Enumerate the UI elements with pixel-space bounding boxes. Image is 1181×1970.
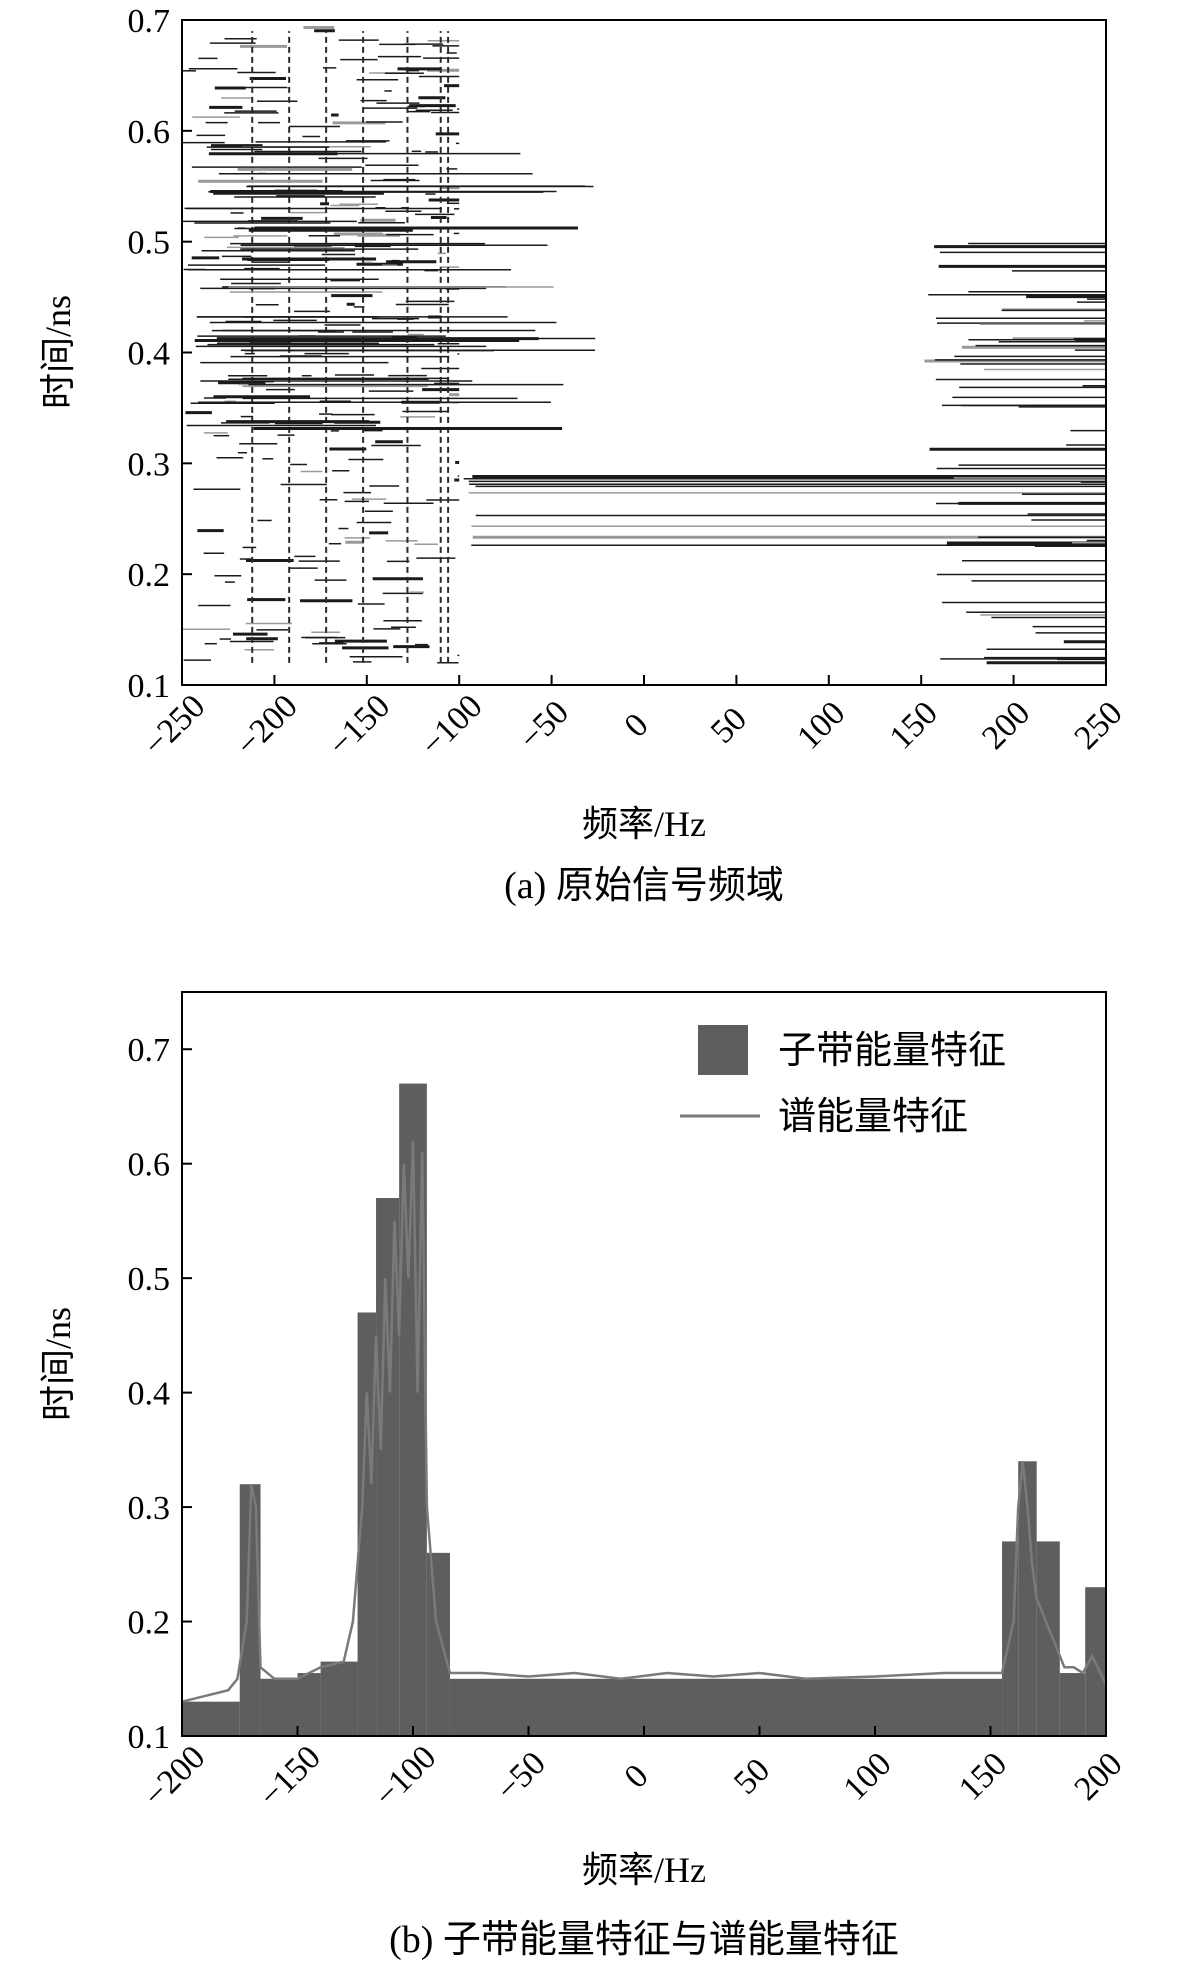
spectral-energy-line <box>181 1140 1108 1703</box>
subband-energy-bar <box>182 1701 240 1736</box>
legend-bar-swatch <box>698 1025 748 1075</box>
panel-a-x-tick-label: −50 <box>512 694 576 758</box>
panel-b-x-tick-label: 50 <box>727 1751 777 1801</box>
panel-b-y-tick-label: 0.1 <box>128 1719 171 1756</box>
panel-b-x-tick-label: −50 <box>489 1745 553 1809</box>
subband-energy-bar <box>357 1312 377 1736</box>
panel-b-x-tick-label: 0 <box>617 1757 655 1795</box>
panel-b-legend: 子带能量特征 谱能量特征 <box>680 1025 1006 1138</box>
panel-a-y-tick-label: 0.2 <box>128 557 171 594</box>
panel-a-x-tick-label: 0 <box>617 706 655 744</box>
panel-b-x-axis-label: 频率/Hz <box>582 1850 706 1890</box>
panel-b-y-tick-label: 0.3 <box>128 1490 171 1527</box>
panel-a-x-tick-label: 50 <box>704 700 754 750</box>
panel-b-x-ticks: −200 −150 −100 −50 0 50 100 150 200 <box>137 1726 1130 1814</box>
panel-b-caption: (b) 子带能量特征与谱能量特征 <box>389 1919 899 1961</box>
panel-a-x-tick-label: 100 <box>790 694 852 756</box>
panel-b-energy-features: −200 −150 −100 −50 0 50 100 150 200 0.10.20.30.4… <box>38 991 1130 1961</box>
panel-b-plot-area <box>182 992 1106 1736</box>
subband-energy-bar <box>320 1661 358 1736</box>
panel-a-plot-area <box>182 20 1106 685</box>
panel-a-x-tick-label: 250 <box>1067 694 1129 756</box>
panel-a-y-tick-label: 0.3 <box>128 446 171 483</box>
panel-a-x-tick-label: 200 <box>975 694 1037 756</box>
panel-a-x-tick-label: −200 <box>229 688 305 764</box>
subband-energy-bar <box>449 1678 1003 1736</box>
panel-b-y-tick-label: 0.7 <box>128 1032 171 1069</box>
panel-a-spectrogram: −250 −200 −150 −100 −50 0 50 100 150 200 250 0.10.… <box>38 3 1130 907</box>
panel-b-x-tick-label: 200 <box>1067 1745 1129 1807</box>
panel-b-x-tick-label: 100 <box>836 1745 898 1807</box>
panel-a-x-ticks: −250 −200 −150 −100 −50 0 50 100 150 200 250 <box>137 675 1130 763</box>
panel-b-y-tick-label: 0.5 <box>128 1261 171 1298</box>
subband-energy-bar <box>239 1484 261 1736</box>
subband-energy-bar <box>426 1552 450 1736</box>
subband-energy-bar <box>1036 1541 1060 1736</box>
subband-energy-bar <box>260 1678 298 1736</box>
panel-b-y-tick-label: 0.4 <box>128 1376 171 1413</box>
panel-b-y-tick-label: 0.6 <box>128 1147 171 1184</box>
panel-a-x-axis-label: 频率/Hz <box>582 804 706 844</box>
panel-b-x-tick-label: 150 <box>952 1745 1014 1807</box>
panel-a-y-tick-label: 0.5 <box>128 225 171 262</box>
panel-a-x-tick-label: −100 <box>414 688 490 764</box>
panel-a-y-tick-label: 0.6 <box>128 114 171 151</box>
panel-a-caption: (a) 原始信号频域 <box>504 865 784 907</box>
panel-a-y-tick-label: 0.4 <box>128 336 171 373</box>
subband-energy-bar <box>1018 1461 1037 1736</box>
panel-a-x-tick-label: −150 <box>321 688 397 764</box>
subband-energy-bar <box>1059 1673 1086 1736</box>
panel-a-contour-marks <box>182 26 1106 665</box>
subband-energy-bar <box>376 1198 400 1736</box>
panel-a-y-axis-label: 时间/ns <box>38 295 78 409</box>
subband-energy-bar <box>297 1673 321 1736</box>
panel-a-x-tick-label: 150 <box>883 694 945 756</box>
panel-b-x-tick-label: −100 <box>368 1739 444 1815</box>
panel-a-y-tick-label: 0.7 <box>128 3 171 40</box>
panel-a-y-ticks: 0.1 0.2 0.3 0.4 0.5 0.6 0.7 <box>128 3 192 705</box>
panel-b-y-axis-label: 时间/ns <box>38 1307 78 1421</box>
panel-b-y-tick-label: 0.2 <box>128 1605 171 1642</box>
panel-b-y-ticks: 0.1 0.2 0.3 0.4 0.5 0.6 0.7 <box>128 1032 192 1756</box>
panel-a-y-tick-label: 0.1 <box>128 668 171 705</box>
panel-b-x-tick-label: −150 <box>252 1739 328 1815</box>
legend-bar-label: 子带能量特征 <box>778 1030 1006 1072</box>
legend-line-label: 谱能量特征 <box>778 1096 968 1138</box>
